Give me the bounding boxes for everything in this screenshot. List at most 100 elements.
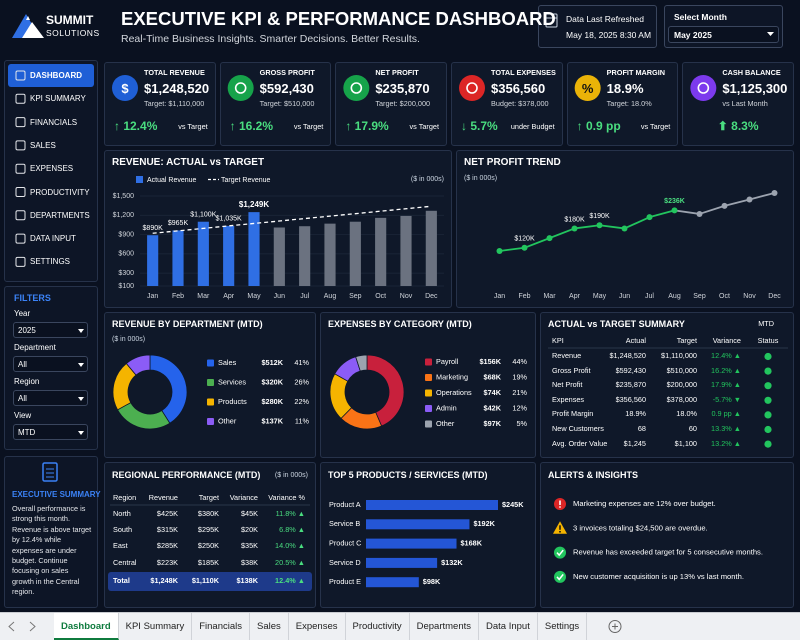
x-tick-label: Sep: [693, 293, 706, 300]
kpi-title: NET PROFIT: [375, 68, 419, 77]
kpi-target: Target: 18.0%: [606, 99, 652, 108]
filter-label: Department: [14, 343, 56, 352]
table-cell: Gross Profit: [552, 365, 591, 375]
nav-item[interactable]: DATA INPUT: [30, 234, 76, 244]
trend-point: [771, 190, 778, 196]
data-label: $236K: [664, 198, 685, 205]
table-cell: $285K: [156, 541, 178, 551]
kpi-value: $235,870: [375, 81, 430, 96]
filter-select[interactable]: [13, 424, 88, 440]
status-dot: [764, 411, 772, 419]
sheet-tab[interactable]: Settings: [538, 613, 588, 640]
nav-item[interactable]: FINANCIALS: [30, 117, 78, 127]
category-label: Service B: [329, 519, 360, 528]
table-cell: $35K: [240, 541, 258, 551]
legend-swatch: [425, 389, 432, 397]
calendar-icon: [545, 13, 558, 28]
column-header: Target: [676, 336, 697, 345]
nav-icon: [15, 117, 26, 128]
sheet-tab[interactable]: Data Input: [479, 613, 538, 640]
month-value[interactable]: May 2025: [674, 30, 712, 40]
legend-swatch: [425, 374, 432, 381]
sheet-tab[interactable]: Departments: [410, 613, 480, 640]
kpi-note: vs Target: [178, 122, 208, 131]
sheet-tab[interactable]: Dashboard: [54, 613, 119, 640]
x-tick-label: Feb: [518, 293, 530, 300]
filter-value[interactable]: All: [18, 394, 27, 403]
legend-label: Operations: [436, 388, 472, 397]
table-cell: $425K: [156, 509, 178, 518]
kpi-value: $1,125,300: [722, 81, 788, 96]
filter-value[interactable]: MTD: [18, 428, 36, 437]
kpi-icon: [690, 75, 717, 101]
table-cell: $235,870: [615, 380, 646, 390]
column-header: Variance: [712, 336, 741, 345]
legend-percent: 5%: [516, 419, 527, 428]
trend-segment: [724, 198, 750, 207]
legend-label: Other: [436, 419, 455, 428]
filter-select[interactable]: [13, 390, 88, 406]
kpi-value: 18.9%: [606, 81, 644, 96]
trend-segment: [499, 246, 525, 252]
filter-select[interactable]: [13, 356, 88, 372]
table-cell: 60: [688, 424, 697, 433]
nav-active[interactable]: [8, 64, 94, 87]
nav-item[interactable]: DEPARTMENTS: [30, 210, 90, 220]
tab-scroll[interactable]: [0, 613, 50, 640]
total-row: [108, 572, 312, 591]
data-label: $98K: [423, 577, 441, 586]
legend-percent: 44%: [512, 357, 527, 366]
table-cell: 13.3% ▲: [711, 424, 741, 433]
nav-item[interactable]: PRODUCTIVITY: [30, 187, 90, 197]
table-cell: $1,100: [674, 438, 697, 448]
sheet-tab[interactable]: Productivity: [346, 613, 410, 640]
data-label: $965K: [168, 220, 189, 227]
x-tick-label: Jul: [645, 293, 654, 300]
data-label: $180K: [564, 216, 585, 223]
column-header: Revenue: [148, 493, 178, 502]
legend-percent: 12%: [512, 403, 527, 412]
alert-text: Revenue has exceeded target for 5 consec…: [573, 548, 763, 557]
legend-percent: 41%: [294, 358, 309, 367]
legend-swatch: [207, 359, 214, 367]
trend-point: [696, 210, 703, 217]
nav-item[interactable]: DASHBOARD: [30, 71, 82, 80]
nav-item[interactable]: KPI SUMMARY: [30, 94, 86, 104]
sheet-tab[interactable]: Expenses: [289, 613, 346, 640]
filter-value[interactable]: All: [18, 360, 27, 369]
nav-icon: [15, 140, 26, 151]
month-select[interactable]: [668, 26, 779, 43]
summary-title: EXECUTIVE SUMMARY: [12, 490, 101, 499]
sheet-tab[interactable]: Sales: [250, 613, 289, 640]
table-cell: 16.2% ▲: [711, 365, 741, 375]
unit-note: ($ in 000s): [112, 336, 146, 343]
column-header: Region: [113, 493, 137, 502]
data-label: $1,249K: [239, 200, 269, 209]
filter-value[interactable]: 2025: [18, 326, 36, 335]
table-cell: 18.9%: [625, 409, 646, 419]
sheet-tab[interactable]: KPI Summary: [119, 613, 193, 640]
table-cell: $356,560: [615, 394, 646, 404]
trend-point: [496, 248, 503, 254]
legend-swatch: [425, 358, 432, 366]
x-tick-label: Oct: [719, 293, 730, 300]
nav-item[interactable]: SETTINGS: [30, 257, 71, 267]
kpi-note: vs Target: [409, 122, 439, 131]
kpi-change: ↑ 16.2%: [229, 119, 274, 133]
nav-item[interactable]: SALES: [30, 140, 56, 150]
filter-select[interactable]: [13, 322, 88, 338]
table-cell: Revenue: [552, 351, 582, 360]
table-cell: North: [113, 509, 131, 518]
y-tick-label: $900: [118, 231, 134, 238]
trend-point: [646, 214, 653, 221]
x-tick-label: Mar: [197, 293, 210, 300]
chart-title: TOP 5 PRODUCTS / SERVICES (MTD): [328, 470, 488, 480]
sheet-tab[interactable]: Financials: [192, 613, 251, 640]
data-label: $1,100K: [190, 212, 216, 219]
legend-amount: $280K: [261, 397, 283, 406]
kpi-icon-glyph: [466, 82, 478, 94]
nav-icon: [15, 70, 26, 81]
add-sheet[interactable]: [605, 613, 625, 640]
nav-item[interactable]: EXPENSES: [30, 164, 74, 174]
kpi-target: Target: $200,000: [375, 99, 431, 108]
